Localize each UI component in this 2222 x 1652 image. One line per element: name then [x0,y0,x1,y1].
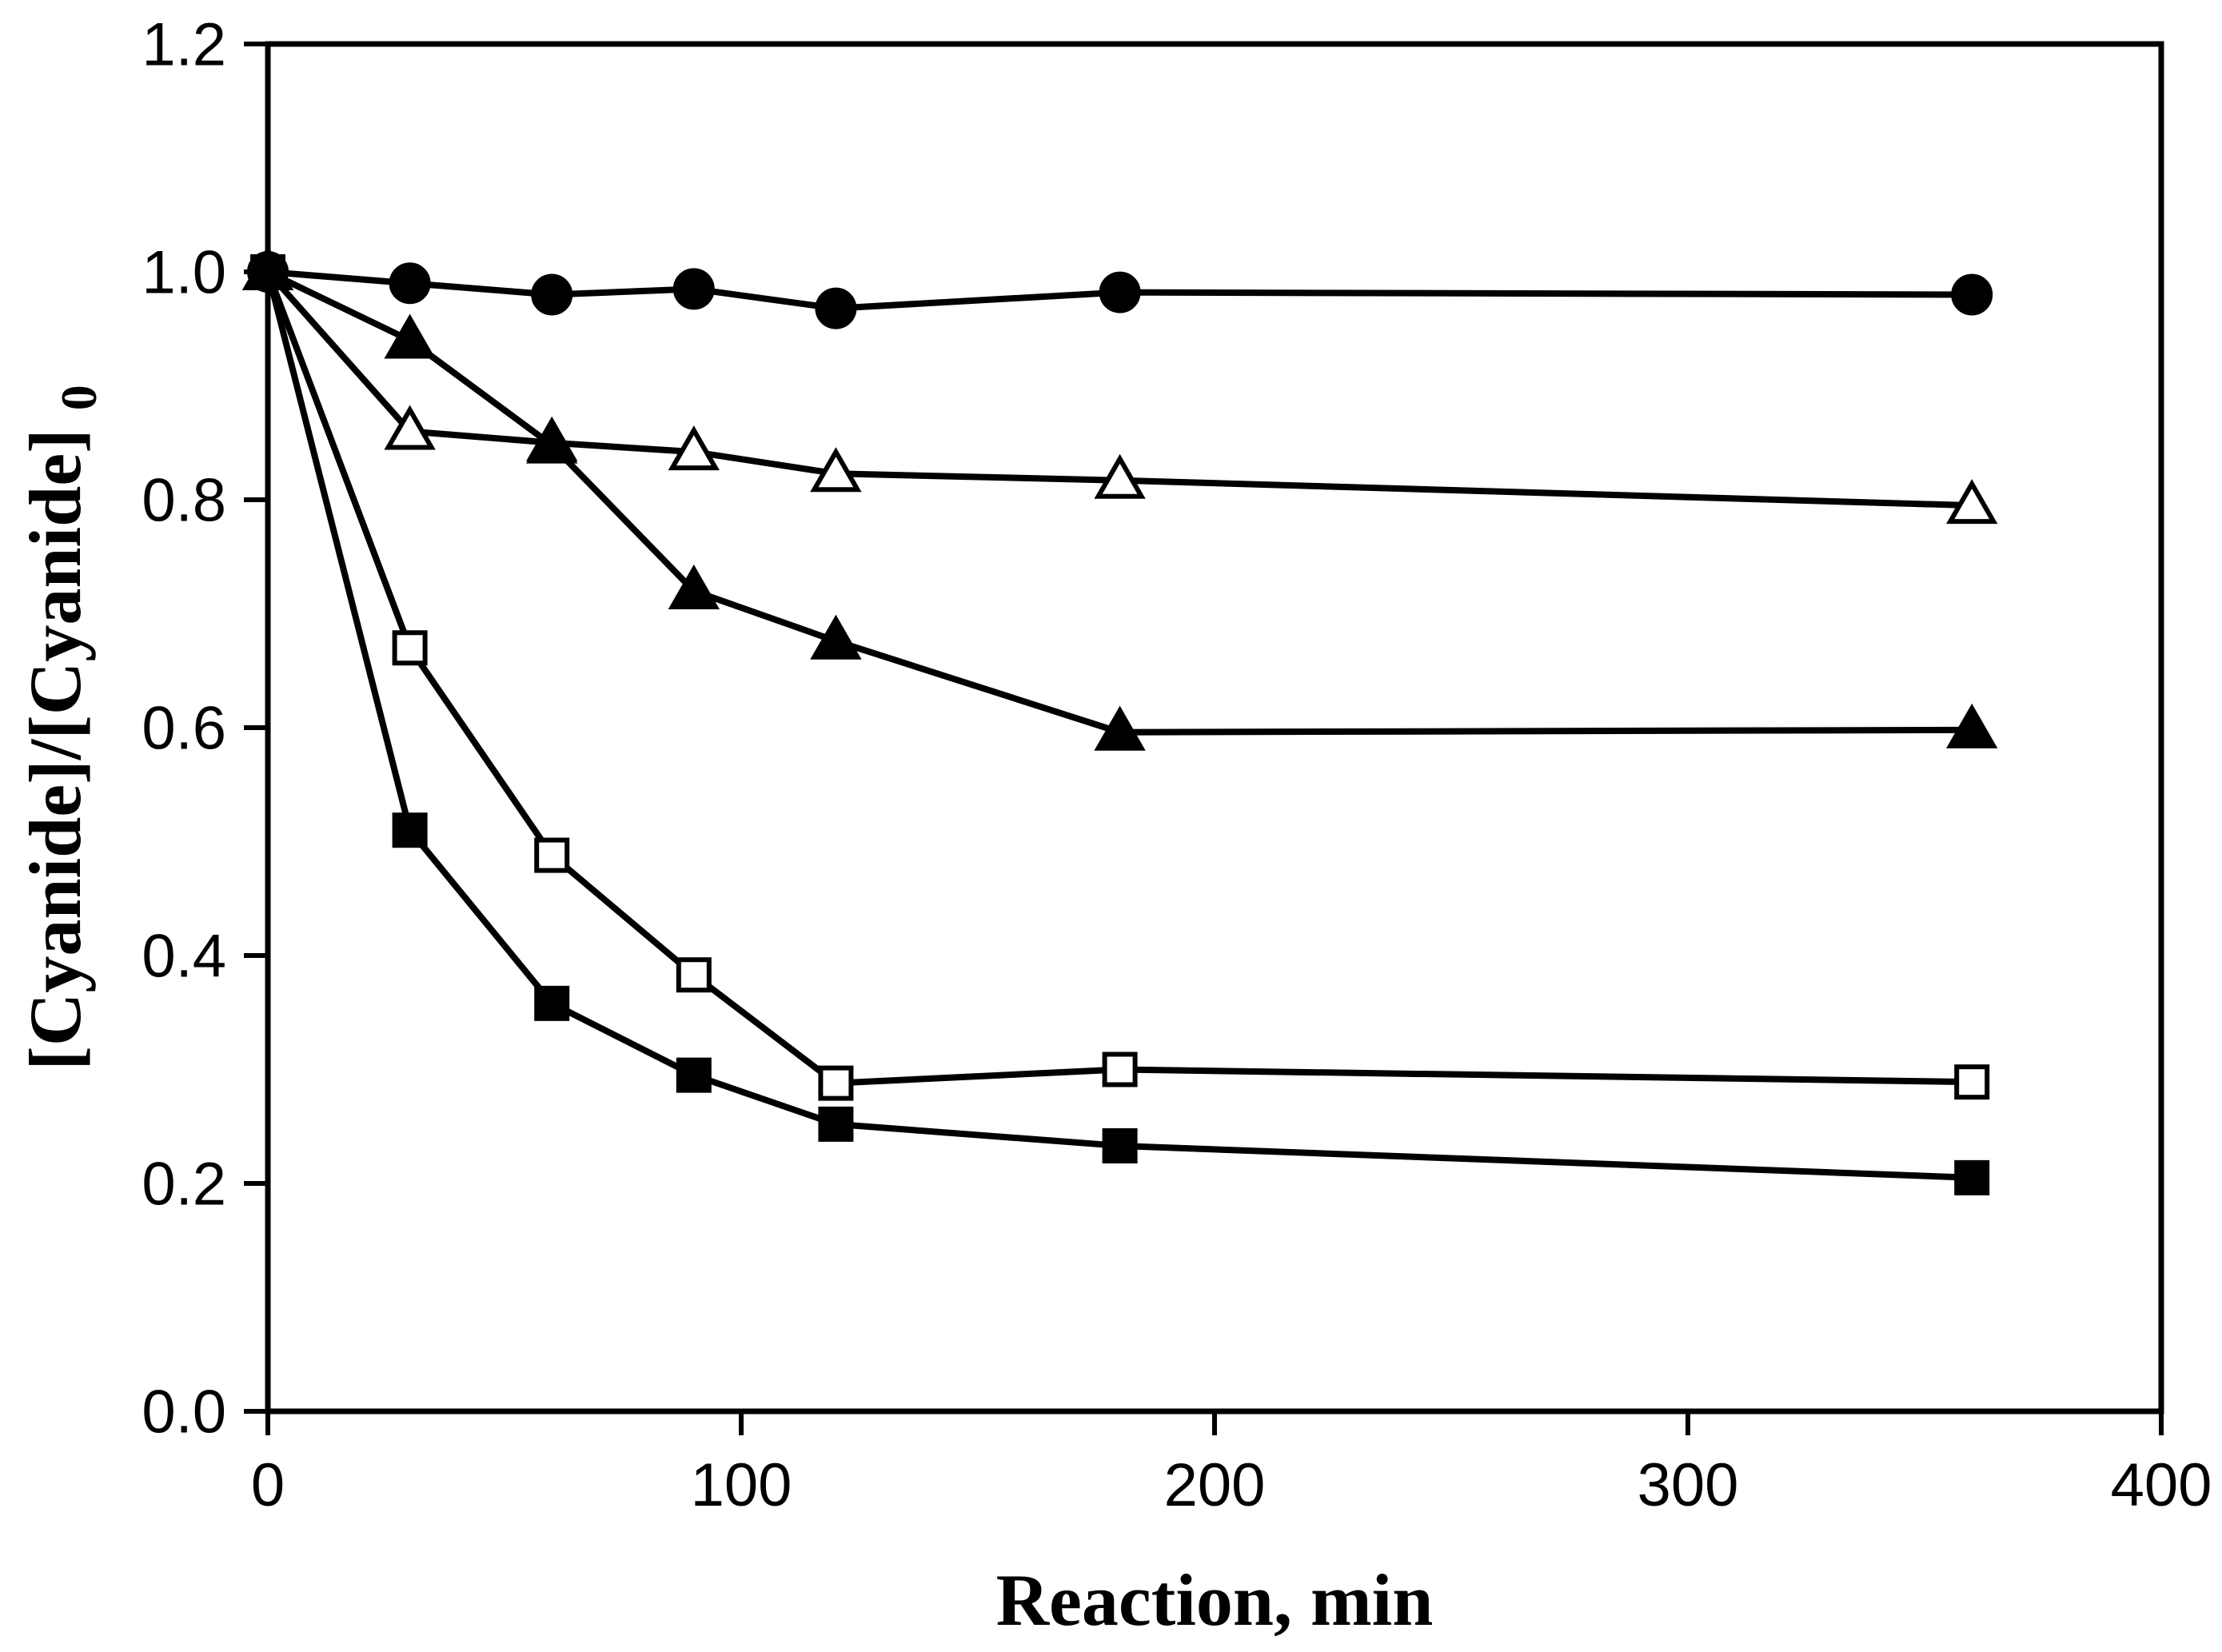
filled-triangle-marker [668,564,720,609]
open-triangle-marker [384,405,436,450]
open-square-marker [534,837,570,873]
filled-triangle-marker [1094,705,1146,751]
filled-triangle-marker [384,313,436,359]
open-square-marker [676,957,712,993]
x-tick-label: 0 [251,1451,285,1519]
open-triangle-marker [1946,479,1998,525]
open-square-marker [1954,1064,1990,1100]
filled-circle-marker [815,287,857,329]
open-square-marker [1102,1051,1138,1087]
filled-circle-marker [1951,273,1993,316]
filled-circle-marker [1099,271,1141,313]
filled-square-marker [676,1057,712,1093]
filled-square-marker [392,812,428,848]
y-axis-title-subscript: 0 [50,385,107,410]
filled-circle-marker [389,262,431,305]
y-tick-label: 0.4 [142,923,226,991]
series-open-square-line [265,270,1973,1087]
filled-triangle-marker [810,614,862,660]
filled-square-marker [1954,1159,1990,1195]
x-tick-label: 300 [1638,1451,1739,1519]
filled-circle-marker [672,268,715,310]
y-axis-title-main: [Cyanide]/[Cyanide] [14,429,96,1070]
y-axis-title: [Cyanide]/[Cyanide] 0 [14,385,107,1070]
y-tick-label: 0.6 [142,695,226,763]
y-tick-label: 0.8 [142,467,226,535]
open-square-marker [392,630,428,666]
open-square-marker [818,1065,854,1101]
y-tick-label: 1.2 [142,11,226,79]
x-tick-label: 100 [691,1451,792,1519]
x-tick-label: 200 [1164,1451,1266,1519]
filled-circle-marker [531,273,573,316]
series-filled-triangle-line [266,269,1973,736]
filled-square-marker [534,985,570,1021]
x-axis-title: Reaction, min [996,1559,1434,1641]
open-triangle-marker [668,425,720,471]
open-triangle-marker [810,447,862,493]
filled-square-marker [1102,1127,1138,1163]
series-filled-square [250,254,1990,1195]
filled-square-marker [818,1106,854,1142]
y-tick-label: 1.0 [142,239,226,307]
y-tick-label: 0.0 [142,1379,226,1446]
x-tick-label: 400 [2111,1451,2212,1519]
series-open-square [250,254,1990,1101]
filled-triangle-marker [526,418,578,464]
series-filled-circle [247,251,1993,329]
open-triangle-marker [1094,453,1146,499]
plot-area: 0.0 0.2 0.4 0.6 0.8 1.0 1.2 0 100 200 300 400 [142,11,2212,1519]
filled-triangle-marker [1946,703,1998,748]
y-tick-label: 0.2 [142,1151,226,1219]
filled-square-marker [250,254,285,289]
